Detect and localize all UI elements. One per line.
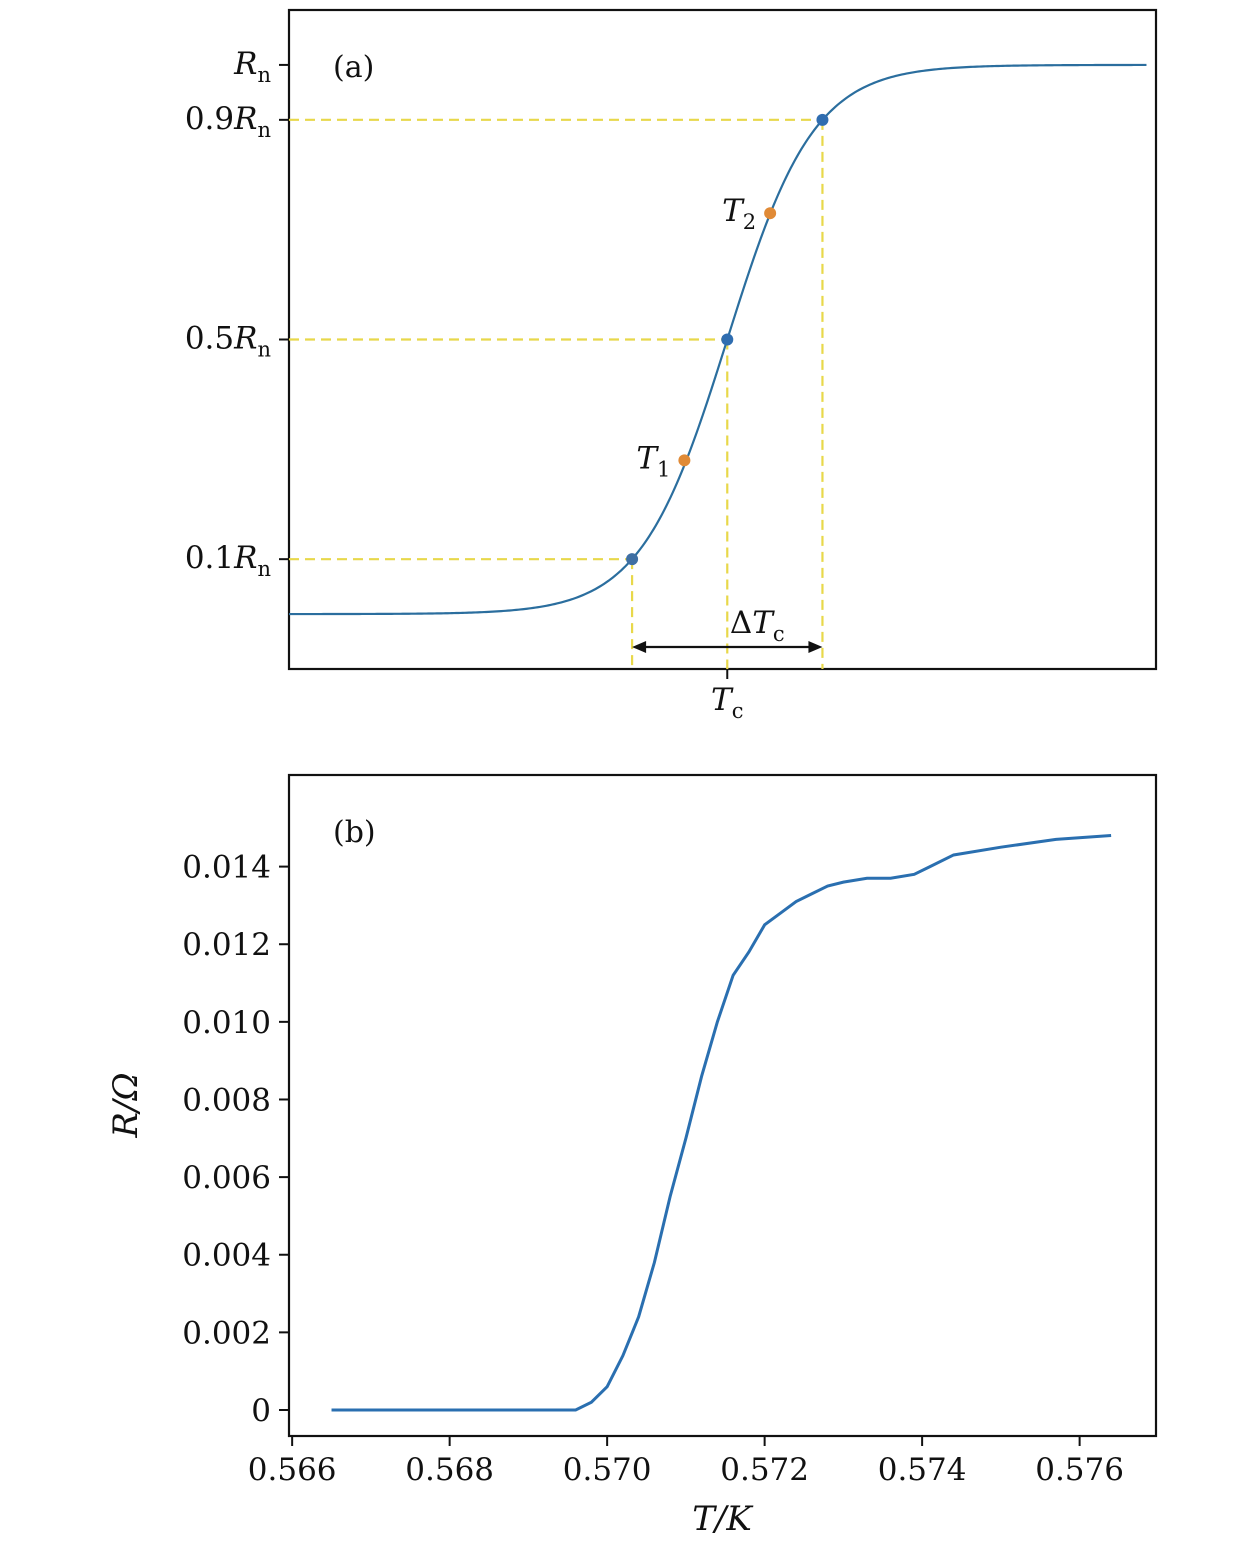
curve-point-4 — [764, 207, 777, 220]
panel-a-label: (a) — [333, 50, 374, 85]
panel-a-curve — [289, 63, 1147, 616]
a-ytick-label-1: 0.9Rn — [185, 101, 271, 142]
b-ytick-label-4: 0.008 — [182, 1082, 271, 1118]
b-xtick-label-5: 0.576 — [1035, 1452, 1124, 1488]
panel-b-xlabel: T/K — [692, 1499, 754, 1539]
a-ytick-label-2: 0.5Rn — [185, 321, 271, 362]
delta-tc-arrow: ΔTc — [632, 605, 823, 654]
b-xtick-label-1: 0.568 — [405, 1452, 494, 1488]
a-ytick-label-0: Rn — [233, 46, 271, 87]
b-xtick-label-2: 0.570 — [563, 1452, 652, 1488]
curve-point-2 — [816, 113, 829, 126]
curve-point-0 — [626, 553, 639, 566]
panel-a-guides — [289, 118, 824, 669]
panel-b-frame — [287, 773, 1158, 1438]
a-xtick-label-0: Tc — [711, 682, 743, 723]
curve-point-3 — [678, 454, 691, 467]
panel-b-ylabel: R/Ω — [106, 1072, 146, 1138]
b-ytick-label-2: 0.004 — [182, 1238, 271, 1274]
delta-tc-arrow-head-left — [632, 641, 647, 654]
point-label-T1: T1 — [636, 440, 670, 481]
b-ytick-label-0: 0 — [251, 1393, 271, 1429]
b-ytick-label-5: 0.010 — [182, 1005, 271, 1041]
panel-a: ΔTc T1 T2 Rn 0.9Rn 0.5Rn 0.1Rn Tc (a) — [185, 8, 1158, 723]
panel-b-ticks: 0 0.002 0.004 0.006 0.008 0.010 0.012 0.014 0.56… — [182, 850, 1124, 1488]
b-ytick-label-1: 0.002 — [182, 1315, 271, 1351]
b-xtick-label-4: 0.574 — [878, 1452, 967, 1488]
panel-a-points: T1 T2 — [626, 113, 829, 566]
panel-b-label: (b) — [333, 815, 376, 850]
curve-point-1 — [721, 333, 734, 346]
b-ytick-label-6: 0.012 — [182, 927, 271, 963]
a-ytick-label-3: 0.1Rn — [185, 540, 271, 581]
delta-tc-arrow-head-right — [808, 641, 823, 654]
panel-b-series-line — [331, 834, 1112, 1412]
panel-a-ticks: Rn 0.9Rn 0.5Rn 0.1Rn Tc — [185, 46, 744, 723]
b-xtick-label-3: 0.572 — [720, 1452, 809, 1488]
b-ytick-label-7: 0.014 — [182, 850, 271, 886]
b-ytick-label-3: 0.006 — [182, 1160, 271, 1196]
point-label-T2: T2 — [722, 193, 756, 234]
delta-tc-label: ΔTc — [730, 605, 785, 646]
panel-b: 0 0.002 0.004 0.006 0.008 0.010 0.012 0.014 0.56… — [106, 773, 1158, 1539]
b-xtick-label-0: 0.566 — [248, 1452, 337, 1488]
